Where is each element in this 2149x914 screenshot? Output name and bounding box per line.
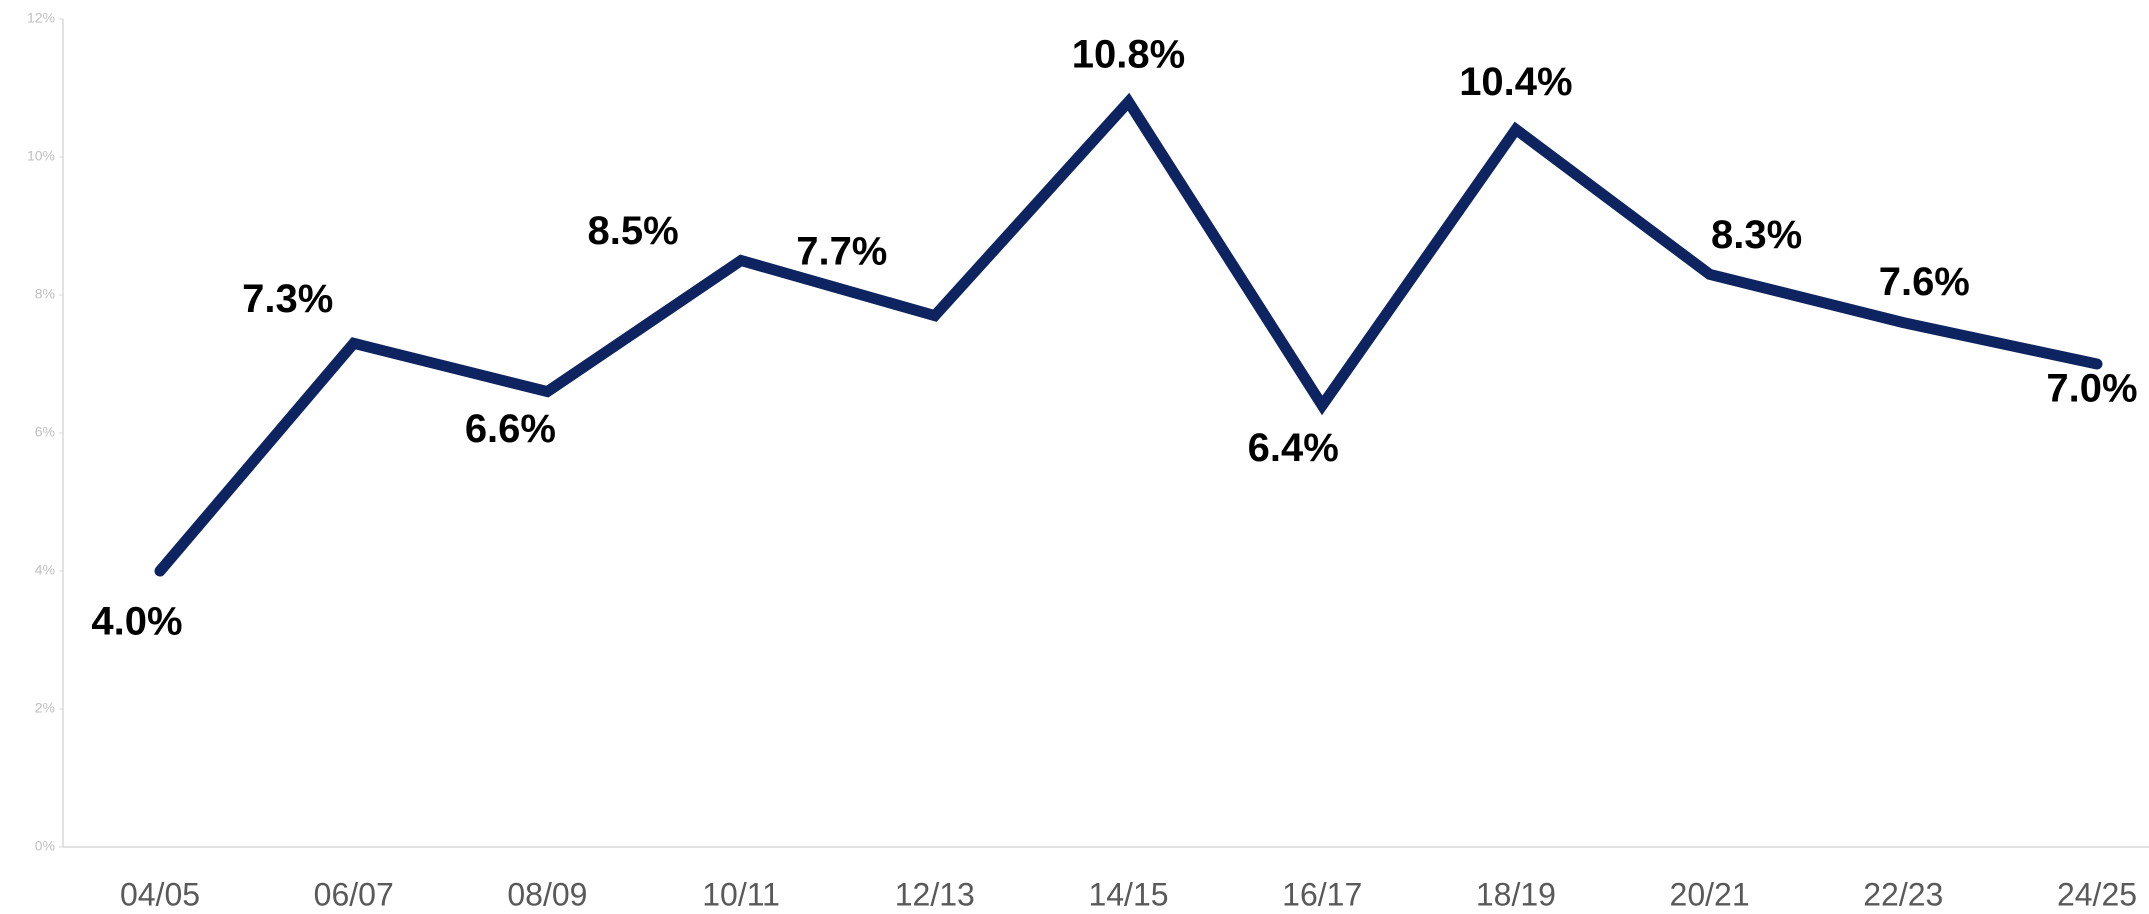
data-label: 8.5% [588, 209, 679, 253]
data-line [154, 92, 2103, 577]
x-tick-label: 06/07 [314, 876, 394, 912]
x-tick-label: 10/11 [702, 876, 780, 912]
x-tick-label: 12/13 [895, 876, 975, 912]
data-label: 7.0% [2046, 367, 2137, 411]
data-label: 4.0% [91, 600, 182, 644]
data-label: 10.4% [1459, 60, 1572, 104]
y-tick-label: 12% [27, 10, 55, 26]
data-label: 7.3% [242, 277, 333, 321]
x-tick-label: 22/23 [1863, 876, 1943, 912]
data-label: 8.3% [1711, 213, 1802, 257]
x-tick-label: 04/05 [120, 876, 200, 912]
data-label: 7.6% [1879, 260, 1970, 304]
x-tick-label: 18/19 [1476, 876, 1556, 912]
x-tick-label: 20/21 [1670, 876, 1750, 912]
y-tick-label: 6% [35, 424, 55, 440]
data-label: 10.8% [1072, 32, 1185, 76]
data-label: 7.7% [796, 229, 887, 273]
y-tick-label: 10% [27, 148, 55, 164]
data-label: 6.4% [1248, 426, 1339, 470]
y-tick-label: 8% [35, 286, 55, 302]
y-tick-label: 4% [35, 562, 55, 578]
y-tick-label: 2% [35, 700, 55, 716]
x-tick-label: 14/15 [1088, 876, 1168, 912]
data-label: 6.6% [465, 407, 556, 451]
x-tick-label: 16/17 [1282, 876, 1362, 912]
y-tick-label: 0% [35, 838, 55, 854]
x-tick-label: 08/09 [507, 876, 587, 912]
x-tick-label: 24/25 [2057, 876, 2137, 912]
